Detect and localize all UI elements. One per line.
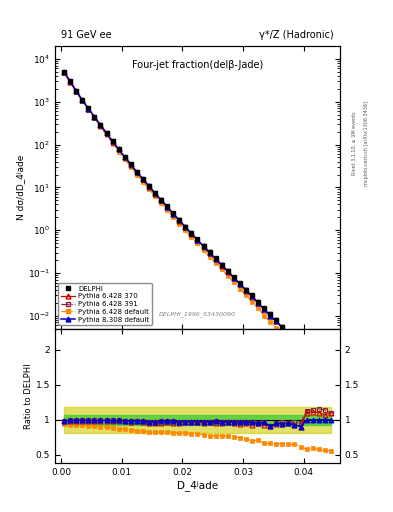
Text: DELPHI_1996_S3430090: DELPHI_1996_S3430090	[159, 312, 236, 317]
Text: Rivet 3.1.10, ≥ 3M events: Rivet 3.1.10, ≥ 3M events	[352, 112, 357, 175]
Text: Four-jet fraction(delβ-Jade): Four-jet fraction(delβ-Jade)	[132, 60, 263, 70]
Text: 91 GeV ee: 91 GeV ee	[61, 30, 111, 40]
Y-axis label: Ratio to DELPHI: Ratio to DELPHI	[24, 363, 33, 429]
Y-axis label: N dσ/dD_4ʲade: N dσ/dD_4ʲade	[16, 155, 25, 220]
Legend: DELPHI, Pythia 6.428 370, Pythia 6.428 391, Pythia 6.428 default, Pythia 8.308 d: DELPHI, Pythia 6.428 370, Pythia 6.428 3…	[59, 283, 152, 325]
Text: mcplots.cern.ch [arXiv:1306.3436]: mcplots.cern.ch [arXiv:1306.3436]	[364, 101, 369, 186]
Text: γ*/Z (Hadronic): γ*/Z (Hadronic)	[259, 30, 334, 40]
X-axis label: D_4ʲade: D_4ʲade	[177, 480, 218, 491]
